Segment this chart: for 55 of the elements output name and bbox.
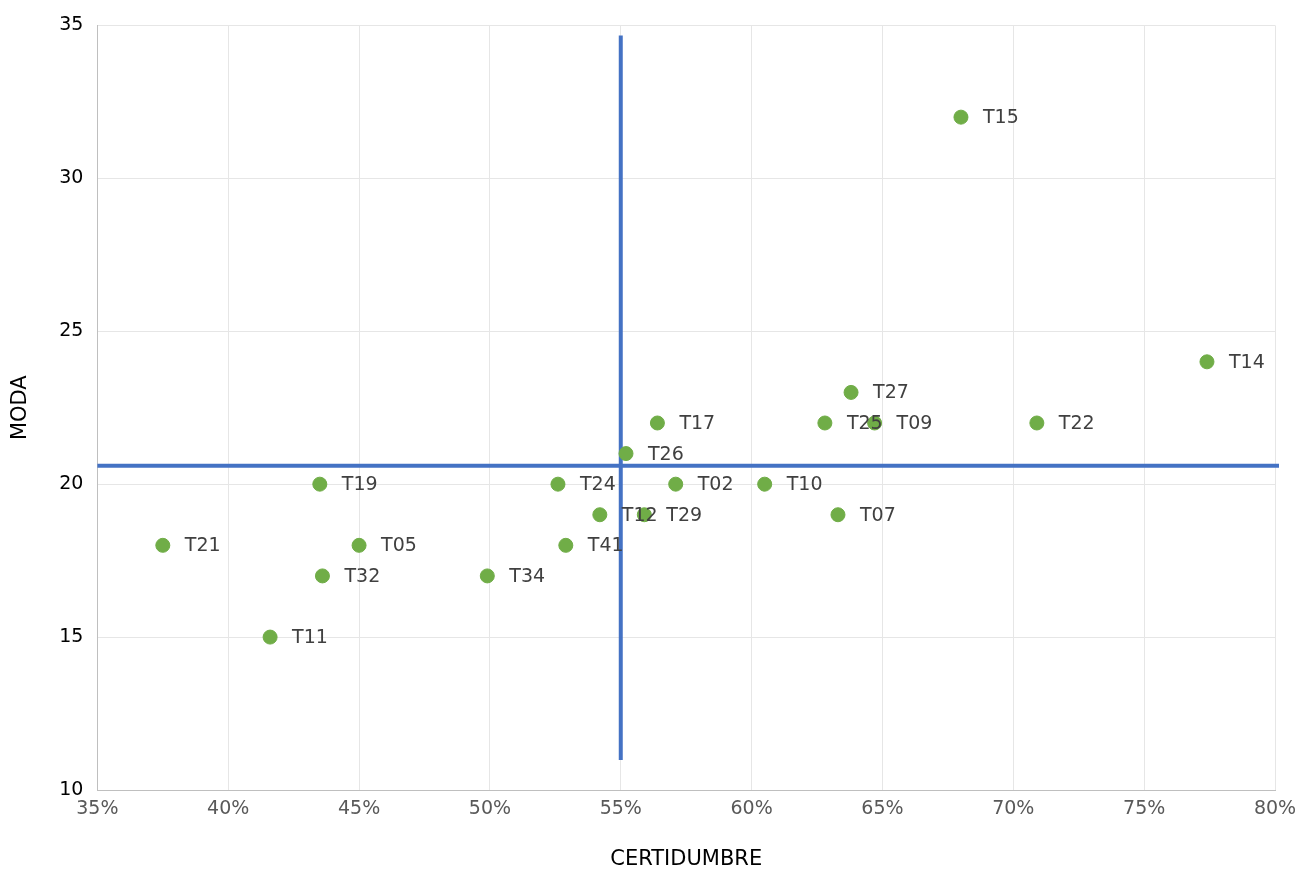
point <box>558 537 574 553</box>
annotation: T27 <box>872 380 909 403</box>
x-tick-label: 55% <box>599 796 642 819</box>
annotation: T11 <box>291 625 328 648</box>
y-tick-label: 10 <box>59 776 84 799</box>
x-tick-label: 35% <box>76 796 119 819</box>
point <box>155 537 171 553</box>
point <box>817 415 833 431</box>
x-axis-title: CERTIDUMBRE <box>610 845 763 870</box>
annotation: T26 <box>647 441 684 464</box>
point <box>1199 354 1215 370</box>
annotation: T34 <box>508 563 546 586</box>
annotation: T07 <box>858 502 896 525</box>
y-tick-label: 20 <box>59 471 84 494</box>
point <box>953 109 969 125</box>
annotation: T15 <box>981 105 1019 128</box>
y-tick-label: 30 <box>59 165 84 188</box>
point <box>830 507 846 523</box>
annotation: T02 <box>696 472 734 495</box>
y-axis-title: MODA <box>7 374 32 441</box>
annotation: T22 <box>1057 410 1095 433</box>
annotation: T14 <box>1227 349 1265 372</box>
x-tick-label: 75% <box>1123 796 1166 819</box>
x-tick-label: 80% <box>1253 796 1297 819</box>
annotation: T10 <box>785 472 823 495</box>
point <box>314 568 330 584</box>
point <box>668 476 684 492</box>
annotation: T09 <box>895 410 933 433</box>
x-tick-label: 50% <box>468 796 512 819</box>
annotation: T32 <box>343 563 381 586</box>
annotation: T21 <box>183 533 221 556</box>
x-tick-label: 70% <box>992 796 1035 819</box>
y-tick-label: 35 <box>59 12 84 35</box>
x-tick-label: 60% <box>730 796 773 819</box>
y-tick-label: 15 <box>59 624 84 647</box>
annotation: T29 <box>665 502 703 525</box>
point <box>592 507 608 523</box>
point <box>550 476 566 492</box>
point <box>649 415 665 431</box>
point <box>1029 415 1045 431</box>
point <box>479 568 495 584</box>
annotation: T17 <box>678 410 716 433</box>
point <box>262 629 278 645</box>
x-tick-label: 45% <box>337 796 381 819</box>
y-tick-label: 25 <box>59 318 84 341</box>
point <box>618 446 634 462</box>
annotation: T19 <box>340 472 378 495</box>
point <box>351 537 367 553</box>
annotation: T24 <box>578 472 616 495</box>
point <box>312 476 328 492</box>
annotation: T05 <box>380 533 417 556</box>
x-tick-label: 65% <box>861 796 904 819</box>
point <box>757 476 773 492</box>
x-tick-label: 40% <box>207 796 250 819</box>
point <box>843 384 859 400</box>
